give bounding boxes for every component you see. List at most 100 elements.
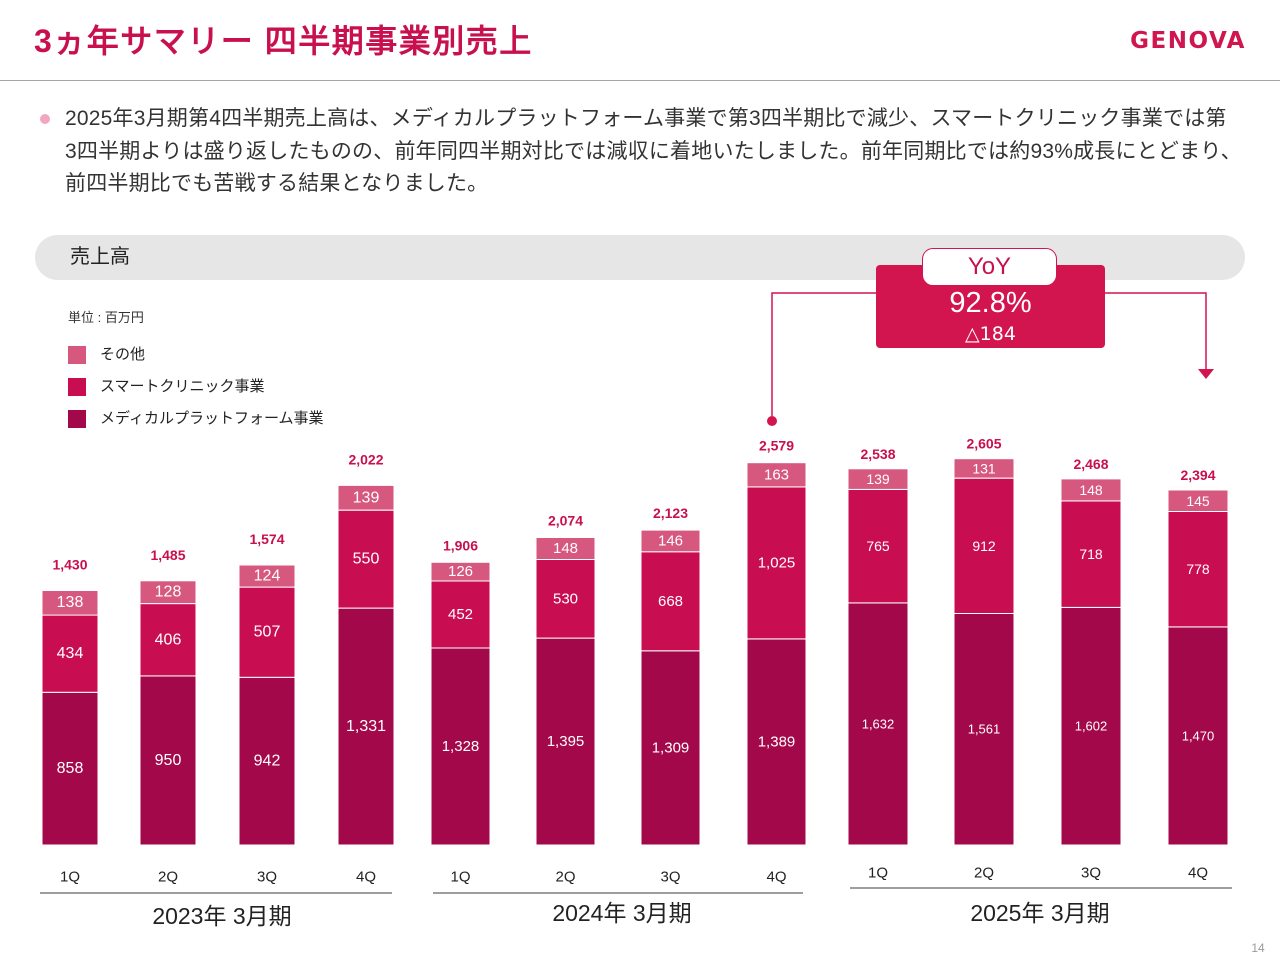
total-value-label: 1,485 <box>150 547 185 563</box>
segment-value-label: 434 <box>57 645 84 662</box>
total-value-label: 1,906 <box>443 537 478 553</box>
bar-segment-smart-clinic <box>847 488 909 604</box>
yoy-label-pill: YoY <box>922 248 1057 286</box>
total-value-label: 2,074 <box>548 513 583 529</box>
quarter-label: 1Q <box>868 865 888 882</box>
quarter-label: 2Q <box>158 869 178 886</box>
quarter-label: 3Q <box>660 869 680 886</box>
stacked-bar: 950 406 128 1,485 2Q <box>139 547 197 886</box>
bar-segment-other <box>139 580 197 605</box>
legend-swatch-medical-platform <box>68 410 86 428</box>
yoy-anchor-dot <box>767 416 777 426</box>
legend-label: メディカルプラットフォーム事業 <box>100 410 324 427</box>
segment-value-label: 1,331 <box>346 718 386 735</box>
section-label: 売上高 <box>70 246 130 268</box>
stacked-bar: 1,328 452 126 1,906 1Q <box>430 537 491 886</box>
segment-value-label: 1,470 <box>1182 729 1215 744</box>
stacked-bar: 1,331 550 139 2,022 4Q <box>337 451 395 886</box>
stacked-bar: 1,395 530 148 2,074 2Q <box>535 513 596 886</box>
segment-value-label: 139 <box>353 489 380 506</box>
total-value-label: 1,574 <box>249 531 284 547</box>
fiscal-year-bar-group: 858 434 138 1,430 1Q 950 406 128 1,485 2Q 942 507 12… <box>41 451 395 886</box>
bar-segment-other <box>430 561 491 582</box>
quarter-label: 3Q <box>1081 865 1101 882</box>
fiscal-year-label: 2025年 3月期 <box>970 900 1109 926</box>
bar-segment-medical-platform <box>41 691 99 846</box>
bullet-dot-icon <box>40 114 50 124</box>
genova-logo: GENOVA <box>1130 28 1246 54</box>
header-divider <box>0 80 1280 81</box>
segment-value-label: 778 <box>1186 561 1210 577</box>
segment-value-label: 138 <box>57 594 84 611</box>
segment-value-label: 128 <box>155 584 182 601</box>
bar-segment-smart-clinic <box>746 486 807 640</box>
bar-segment-other <box>746 462 807 488</box>
stacked-bar: 1,632 765 139 2,538 1Q <box>847 446 909 882</box>
fiscal-year-bar-group: 1,328 452 126 1,906 1Q 1,395 530 148 2,074 2Q 1,30… <box>430 438 807 886</box>
segment-value-label: 126 <box>448 563 473 580</box>
segment-value-label: 942 <box>254 753 281 770</box>
segment-value-label: 912 <box>972 538 996 554</box>
bar-segment-medical-platform <box>430 647 491 846</box>
segment-value-label: 139 <box>866 471 890 487</box>
legend-label: その他 <box>100 346 146 363</box>
legend-item-other: その他 <box>68 346 368 364</box>
summary-line: 前四半期比でも苦戦する結果となりました。 <box>65 172 489 195</box>
segment-value-label: 163 <box>764 466 789 483</box>
bar-segment-other <box>238 564 296 588</box>
legend-swatch-other <box>68 346 86 364</box>
summary-text: 2025年3月期第4四半期売上高は、メディカルプラットフォーム事業で第3四半期比… <box>65 103 1265 201</box>
unit-label: 単位 : 百万円 <box>68 310 144 325</box>
yoy-connector <box>767 292 1214 426</box>
stacked-bar: 1,309 668 146 2,123 3Q <box>640 505 701 886</box>
segment-value-label: 1,632 <box>862 717 895 732</box>
segment-value-label: 668 <box>658 593 683 610</box>
bar-segment-other <box>847 468 909 490</box>
down-arrow-icon <box>1198 369 1214 379</box>
summary-line: 2025年3月期第4四半期売上高は、メディカルプラットフォーム事業で第3四半期比… <box>65 107 1227 130</box>
segment-value-label: 145 <box>1186 493 1210 509</box>
total-value-label: 2,468 <box>1073 456 1108 472</box>
quarter-label: 1Q <box>450 869 470 886</box>
legend-label: スマートクリニック事業 <box>100 378 265 395</box>
segment-value-label: 1,602 <box>1075 719 1108 734</box>
stacked-bar: 1,470 778 145 2,394 4Q <box>1167 467 1229 882</box>
quarter-label: 2Q <box>555 869 575 886</box>
stacked-bar: 1,561 912 131 2,605 2Q <box>953 436 1015 882</box>
stacked-bar: 1,602 718 148 2,468 3Q <box>1060 456 1122 882</box>
bar-segment-other <box>337 484 395 511</box>
segment-value-label: 950 <box>155 752 182 769</box>
segment-value-label: 1,309 <box>652 739 690 756</box>
bar-segment-smart-clinic <box>953 477 1015 615</box>
chart-marks: 858 434 138 1,430 1Q 950 406 128 1,485 2Q 942 507 12… <box>41 436 1229 886</box>
bar-segment-other <box>1060 478 1122 502</box>
bar-segment-medical-platform <box>535 637 596 846</box>
segment-value-label: 1,025 <box>758 554 796 571</box>
segment-value-label: 131 <box>972 461 996 477</box>
segment-value-label: 146 <box>658 532 683 549</box>
segment-value-label: 148 <box>1079 482 1103 498</box>
fiscal-year-bar-group: 1,632 765 139 2,538 1Q 1,561 912 131 2,605 2Q 1,60… <box>847 436 1229 882</box>
total-value-label: 2,394 <box>1180 467 1215 483</box>
legend-item-smart-clinic: スマートクリニック事業 <box>68 378 368 396</box>
bar-segment-medical-platform <box>1167 626 1229 846</box>
quarter-label: 3Q <box>257 869 277 886</box>
total-value-label: 2,579 <box>759 438 794 454</box>
bar-segment-medical-platform <box>238 676 296 846</box>
segment-value-label: 765 <box>866 538 890 554</box>
legend-swatch-smart-clinic <box>68 378 86 396</box>
legend-item-medical-platform: メディカルプラットフォーム事業 <box>68 410 368 428</box>
quarter-label: 4Q <box>356 869 376 886</box>
segment-value-label: 1,389 <box>758 734 796 751</box>
segment-value-label: 124 <box>254 568 281 585</box>
yoy-connector-right <box>1105 292 1207 370</box>
segment-value-label: 858 <box>57 760 84 777</box>
bar-segment-smart-clinic <box>535 559 596 639</box>
quarter-label: 1Q <box>60 869 80 886</box>
fiscal-year-axis: 2023年 3月期 2024年 3月期 2025年 3月期 <box>40 887 1232 929</box>
bar-segment-medical-platform <box>640 650 701 846</box>
bar-segment-smart-clinic <box>41 614 99 693</box>
bar-segment-other <box>1167 489 1229 512</box>
bar-segment-medical-platform <box>1060 606 1122 846</box>
